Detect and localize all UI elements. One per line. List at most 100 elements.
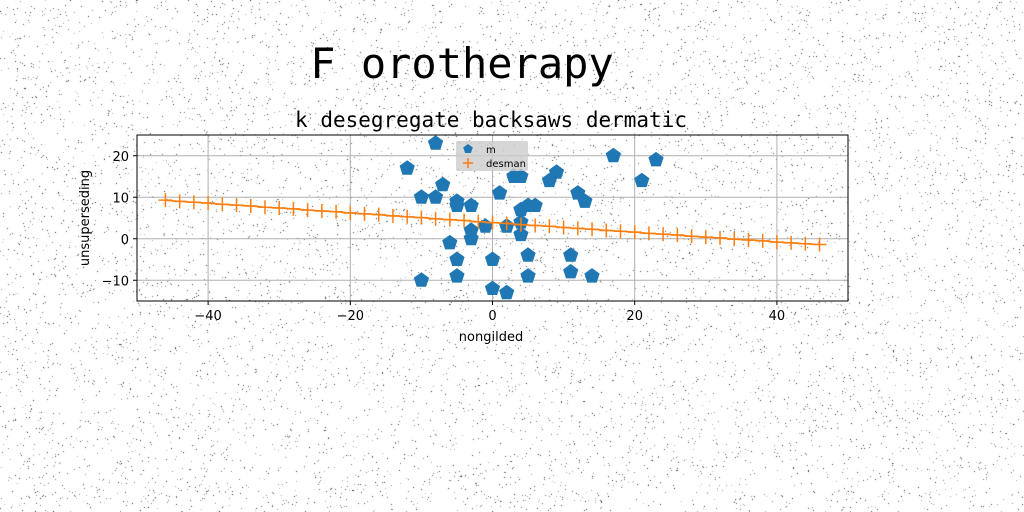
data-point <box>528 218 543 233</box>
data-point <box>684 229 699 244</box>
series-m <box>399 135 664 300</box>
data-point <box>727 232 742 247</box>
data-point <box>399 160 415 175</box>
legend-marker <box>463 158 473 168</box>
data-point <box>599 223 614 238</box>
y-tick-label: 0 <box>121 233 129 248</box>
data-point <box>584 268 600 283</box>
data-point <box>201 196 216 211</box>
legend-box <box>456 141 528 171</box>
data-point <box>243 198 258 213</box>
data-point <box>520 268 536 283</box>
data-point <box>428 211 443 226</box>
data-point <box>520 247 536 262</box>
data-point <box>385 208 400 223</box>
data-point <box>457 213 472 228</box>
data-point <box>656 227 671 242</box>
y-tick-label: 20 <box>112 150 129 165</box>
data-point <box>812 237 827 252</box>
data-point <box>627 225 642 240</box>
data-point <box>428 135 444 150</box>
series-desman <box>158 193 827 252</box>
data-point <box>158 193 173 208</box>
x-tick-label: 40 <box>769 309 786 324</box>
legend: m desman <box>456 141 528 171</box>
data-point <box>477 218 493 233</box>
data-point <box>329 204 344 219</box>
x-tick-label: −20 <box>337 309 364 324</box>
legend-label: m <box>486 145 496 156</box>
data-point <box>435 176 451 192</box>
data-point <box>357 206 372 221</box>
data-point <box>769 235 784 250</box>
data-point <box>513 168 529 183</box>
data-point <box>670 228 685 243</box>
legend-marker <box>463 144 473 153</box>
data-point <box>784 235 799 250</box>
data-point <box>577 193 593 208</box>
data-point <box>449 268 465 283</box>
data-point <box>442 234 458 250</box>
data-point <box>272 201 287 216</box>
data-point <box>513 217 528 232</box>
data-point <box>286 201 301 216</box>
data-point <box>798 236 813 251</box>
data-point <box>492 185 508 200</box>
data-point <box>314 203 329 218</box>
data-point <box>300 203 315 218</box>
data-point <box>484 251 501 266</box>
data-point <box>414 210 429 225</box>
data-point <box>257 200 272 215</box>
data-point <box>428 189 444 204</box>
data-point <box>442 212 457 227</box>
data-point <box>563 247 579 262</box>
data-point <box>499 216 514 231</box>
data-point <box>186 195 201 210</box>
x-tick-label: −40 <box>194 309 221 324</box>
data-point <box>229 198 244 213</box>
data-point <box>563 263 579 279</box>
data-point <box>585 222 600 237</box>
data-point <box>343 206 358 221</box>
data-point <box>413 272 429 287</box>
data-point <box>215 197 230 212</box>
data-point <box>484 280 501 295</box>
data-point <box>634 172 650 188</box>
data-point <box>741 232 756 247</box>
plot-area <box>158 135 827 300</box>
data-point <box>485 215 500 230</box>
data-point <box>648 151 664 167</box>
data-point <box>400 209 415 224</box>
x-tick-label: 20 <box>626 309 643 324</box>
data-point <box>413 189 429 204</box>
data-point <box>449 251 465 266</box>
data-point <box>463 197 479 212</box>
data-point <box>471 214 486 229</box>
chart-suptitle: F orotherapy <box>310 39 613 88</box>
data-point <box>641 226 656 241</box>
data-point <box>172 194 187 209</box>
data-point <box>463 222 479 237</box>
data-point <box>371 207 386 222</box>
axis-ticks: −40 −20 0 20 40 −10 0 10 20 <box>102 150 786 324</box>
y-tick-label: −10 <box>102 274 129 289</box>
x-tick-label: 0 <box>488 309 496 324</box>
data-point <box>449 197 465 212</box>
data-point <box>605 147 621 163</box>
chart-title: k desegregate backsaws dermatic <box>295 108 687 132</box>
y-axis-label: unsuperseding <box>78 170 93 266</box>
x-axis-label: nongilded <box>459 330 523 345</box>
data-point <box>513 226 529 242</box>
data-point <box>755 233 770 248</box>
data-point <box>542 219 557 234</box>
data-point <box>698 230 713 245</box>
data-point <box>713 230 728 245</box>
y-tick-label: 10 <box>112 191 129 206</box>
legend-label: desman <box>486 159 526 170</box>
data-point <box>556 220 571 235</box>
data-point <box>527 197 543 212</box>
data-point <box>613 224 628 239</box>
